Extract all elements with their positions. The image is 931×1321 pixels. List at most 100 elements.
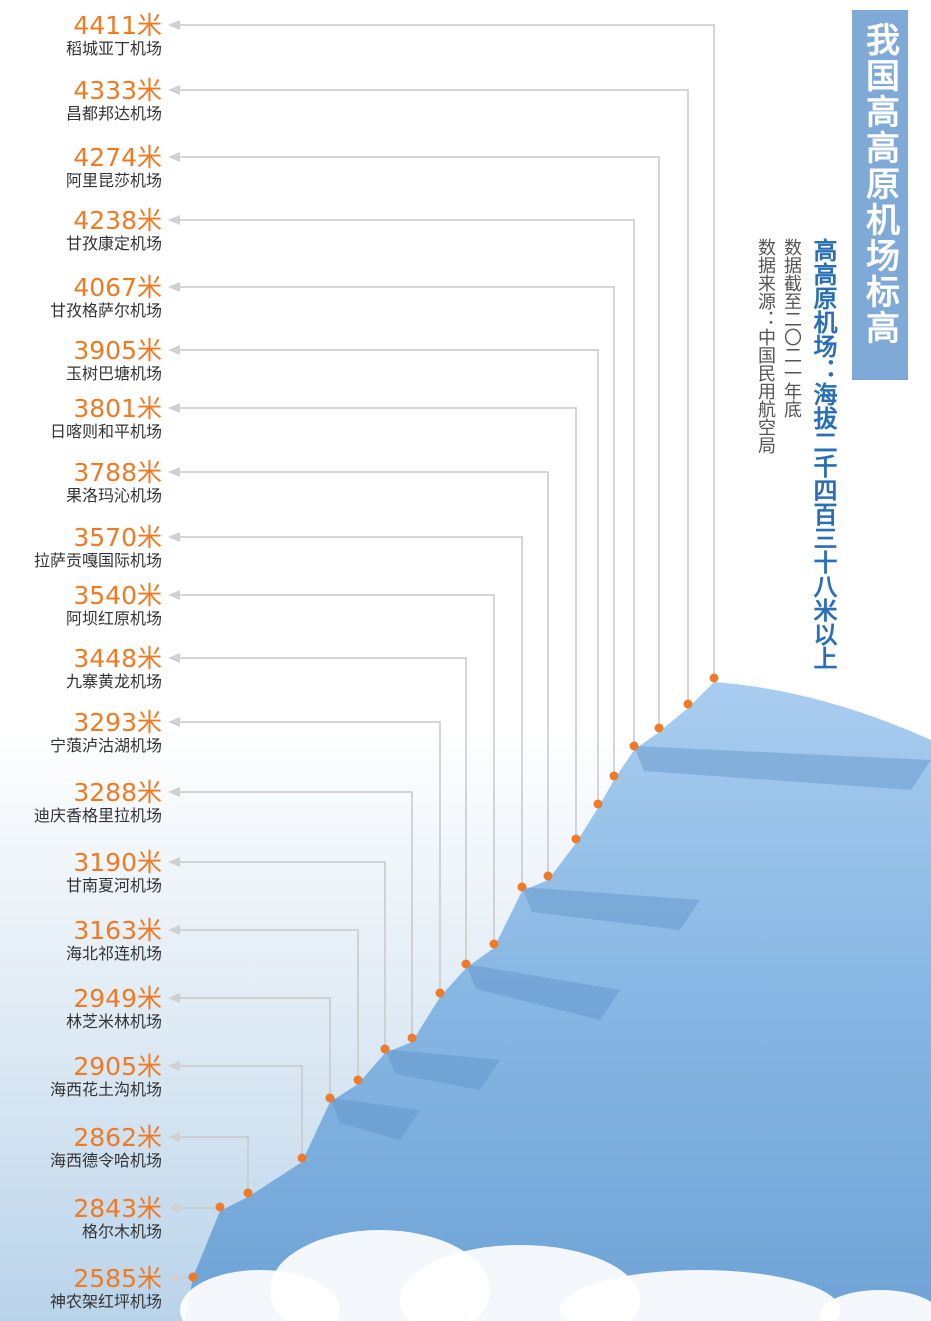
elevation-label: 3540米 xyxy=(73,581,162,610)
leader-line xyxy=(172,1136,249,1193)
airport-dot xyxy=(517,882,527,892)
airport-name: 林芝米林机场 xyxy=(66,1012,162,1031)
arrow-head xyxy=(168,532,180,542)
airport-name: 宁蒗泸沽湖机场 xyxy=(50,736,162,755)
airport-dot xyxy=(593,799,603,809)
leader-line xyxy=(172,721,441,993)
leader-line xyxy=(172,24,715,678)
leader-line xyxy=(172,791,413,1038)
arrow-head xyxy=(168,590,180,600)
airport-name: 日喀则和平机场 xyxy=(50,422,162,441)
arrow-head xyxy=(168,925,180,935)
leader-line xyxy=(172,536,523,887)
arrow-head xyxy=(168,345,180,355)
elevation-label: 3163米 xyxy=(73,916,162,945)
airport-name: 海西花土沟机场 xyxy=(50,1080,162,1099)
airport-dot xyxy=(188,1272,198,1282)
airport-name: 九寨黄龙机场 xyxy=(66,672,162,691)
airport-dot xyxy=(243,1188,253,1198)
airport-name: 昌都邦达机场 xyxy=(66,104,162,123)
airport-dot xyxy=(543,871,553,881)
airport-dot xyxy=(435,988,445,998)
airport-name: 甘孜康定机场 xyxy=(66,234,162,253)
arrow-head xyxy=(168,787,180,797)
leader-line xyxy=(172,89,689,704)
cloud xyxy=(820,1290,931,1321)
elevation-label: 3293米 xyxy=(73,708,162,737)
leader-line xyxy=(172,349,599,804)
arrow-head xyxy=(168,1061,180,1071)
leader-line xyxy=(172,997,331,1098)
arrow-head xyxy=(168,403,180,413)
arrow-head xyxy=(168,717,180,727)
elevation-label: 4067米 xyxy=(73,273,162,302)
airport-name: 阿坝红原机场 xyxy=(66,609,162,628)
airport-name: 阿里昆莎机场 xyxy=(66,171,162,190)
elevation-label: 4274米 xyxy=(73,143,162,172)
elevation-label: 2585米 xyxy=(73,1264,162,1293)
elevation-label: 4333米 xyxy=(73,76,162,105)
leader-line xyxy=(172,407,577,839)
elevation-label: 3570米 xyxy=(73,523,162,552)
elevation-label: 4411米 xyxy=(73,11,162,40)
ridge-shadow xyxy=(634,746,931,790)
elevation-label: 2862米 xyxy=(73,1123,162,1152)
airport-dot xyxy=(683,699,693,709)
mountain xyxy=(185,682,931,1321)
airport-name: 格尔木机场 xyxy=(82,1222,162,1241)
airport-name: 迪庆香格里拉机场 xyxy=(34,806,162,825)
leader-line xyxy=(172,594,495,944)
elevation-label: 3788米 xyxy=(73,458,162,487)
airport-name: 甘南夏河机场 xyxy=(66,876,162,895)
airport-dot xyxy=(297,1153,307,1163)
elevation-label: 3190米 xyxy=(73,848,162,877)
arrow-head xyxy=(168,1203,180,1213)
airport-dot xyxy=(609,771,619,781)
elevation-label: 4238米 xyxy=(73,206,162,235)
arrow-head xyxy=(168,1273,180,1283)
elevation-label: 3801米 xyxy=(73,394,162,423)
cloud xyxy=(560,1270,840,1321)
arrow-head xyxy=(168,282,180,292)
ridge-shadow xyxy=(466,964,620,1020)
airport-name: 海北祁连机场 xyxy=(66,944,162,963)
arrow-head xyxy=(168,857,180,867)
arrow-head xyxy=(168,653,180,663)
airport-name: 神农架红坪机场 xyxy=(50,1292,162,1311)
elevation-label: 2905米 xyxy=(73,1052,162,1081)
arrow-head xyxy=(168,20,180,30)
arrow-head xyxy=(168,152,180,162)
leader-line xyxy=(172,471,549,876)
arrow-head xyxy=(168,215,180,225)
leader-line xyxy=(172,929,359,1080)
elevation-label: 2843米 xyxy=(73,1194,162,1223)
airport-name: 稻城亚丁机场 xyxy=(66,39,162,58)
arrow-head xyxy=(168,467,180,477)
leader-line xyxy=(172,219,635,746)
airport-dot xyxy=(325,1093,335,1103)
leader-line xyxy=(172,286,615,776)
leader-line xyxy=(172,861,386,1049)
leader-line xyxy=(172,657,467,964)
airport-dot xyxy=(353,1075,363,1085)
ridge-shadow xyxy=(330,1098,420,1140)
elevation-label: 3448米 xyxy=(73,644,162,673)
airport-dot xyxy=(215,1202,225,1212)
airport-name: 海西德令哈机场 xyxy=(50,1151,162,1170)
subtitle: 高高原机场：海拔二千四百三十八米以上 xyxy=(809,238,837,670)
airport-dot xyxy=(407,1033,417,1043)
airport-dot xyxy=(571,834,581,844)
arrow-head xyxy=(168,1132,180,1142)
airport-dot xyxy=(629,741,639,751)
elevation-label: 2949米 xyxy=(73,984,162,1013)
arrow-head xyxy=(168,993,180,1003)
leader-line xyxy=(172,156,660,728)
airport-name: 玉树巴塘机场 xyxy=(66,364,162,383)
cloud xyxy=(180,1270,340,1321)
airport-dot xyxy=(654,723,664,733)
note: 数据来源：中国民用航空局 xyxy=(755,238,776,454)
airport-name: 拉萨贡嘎国际机场 xyxy=(34,551,162,570)
arrow-head xyxy=(168,85,180,95)
